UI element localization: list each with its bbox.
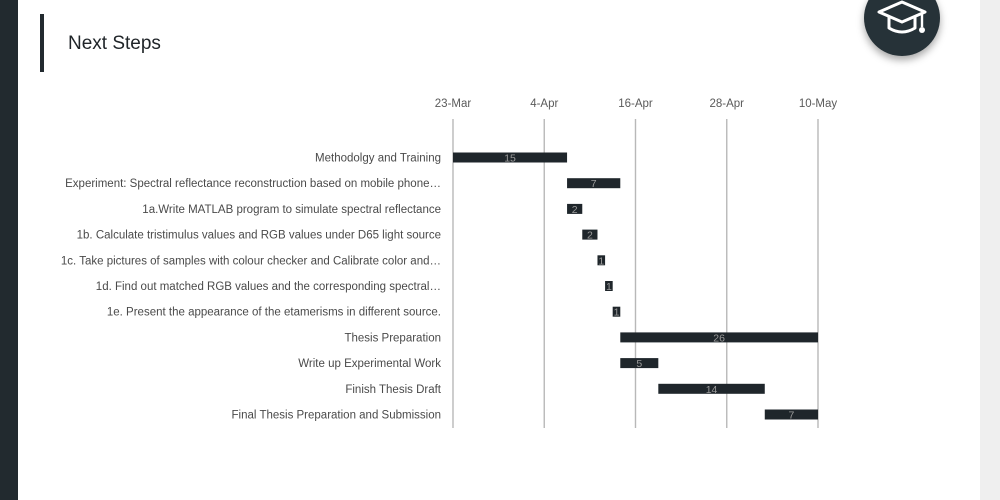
category-label: Experiment: Spectral reflectance reconst… — [65, 178, 441, 190]
left-accent-bar — [0, 0, 18, 500]
gantt-bar — [764, 409, 818, 420]
title-accent-rule — [40, 14, 44, 72]
gantt-bar — [620, 332, 818, 343]
bar-data-label: 1 — [606, 281, 612, 293]
bar-data-label: 26 — [713, 332, 725, 344]
x-tick-label: 23-Mar — [435, 98, 472, 110]
x-tick-label: 16-Apr — [618, 98, 653, 110]
bar-data-label: 2 — [572, 204, 578, 216]
graduation-cap-icon — [864, 0, 940, 56]
gantt-bar — [597, 255, 606, 266]
bar-data-label: 7 — [788, 410, 794, 422]
bar-data-label: 2 — [587, 230, 593, 242]
category-label: 1d. Find out matched RGB values and the … — [96, 281, 441, 293]
slide-canvas — [18, 0, 980, 500]
page-title: Next Steps — [68, 33, 161, 54]
category-label: Final Thesis Preparation and Submission — [232, 410, 441, 422]
category-label: 1e. Present the appearance of the etamer… — [107, 307, 441, 319]
gantt-bar — [567, 178, 621, 189]
x-tick-label: 4-Apr — [530, 98, 558, 110]
category-label: 1b. Calculate tristimulus values and RGB… — [77, 230, 441, 242]
gantt-bar — [582, 229, 598, 240]
bar-data-label: 7 — [591, 178, 597, 190]
category-label: Thesis Preparation — [344, 332, 441, 344]
category-label: 1a.Write MATLAB program to simulate spec… — [142, 204, 441, 216]
x-tick-label: 10-May — [799, 98, 838, 110]
gantt-bar — [567, 203, 583, 214]
bar-data-label: 1 — [614, 307, 620, 319]
bar-data-label: 15 — [504, 153, 516, 165]
category-label: Finish Thesis Draft — [345, 384, 441, 396]
gantt-bar — [620, 358, 659, 369]
category-label: Write up Experimental Work — [298, 358, 441, 370]
gantt-bar — [453, 152, 568, 163]
gantt-bar — [612, 306, 621, 317]
bar-data-label: 1 — [598, 255, 604, 267]
slide-edge — [980, 0, 1000, 500]
x-tick-label: 28-Apr — [709, 98, 744, 110]
bar-data-label: 14 — [706, 384, 718, 396]
gantt-bar — [605, 281, 613, 291]
bar-data-label: 5 — [636, 358, 642, 370]
gantt-bar — [658, 383, 765, 394]
category-label: Methodolgy and Training — [315, 153, 441, 165]
category-label: 1c. Take pictures of samples with colour… — [61, 255, 441, 267]
